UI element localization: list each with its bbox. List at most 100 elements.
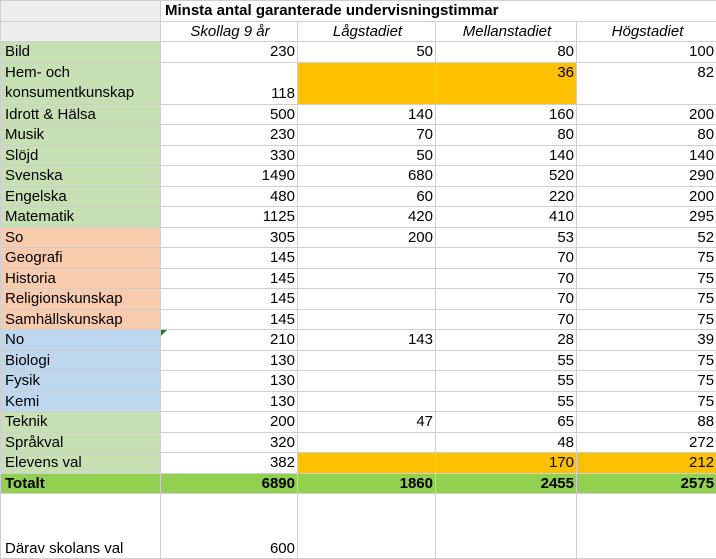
table-cell[interactable]: 75: [577, 371, 716, 392]
table-cell[interactable]: 55: [436, 371, 577, 392]
subject-label[interactable]: Samhällskunskap: [1, 309, 161, 330]
subject-label[interactable]: Elevens val: [1, 453, 161, 474]
table-cell[interactable]: [298, 268, 436, 289]
table-cell[interactable]: 75: [577, 289, 716, 310]
table-cell[interactable]: 80: [436, 125, 577, 146]
table-cell[interactable]: 118: [161, 62, 298, 104]
table-cell[interactable]: 75: [577, 248, 716, 269]
table-cell[interactable]: 140: [298, 104, 436, 125]
table-cell[interactable]: 130: [161, 371, 298, 392]
table-cell[interactable]: 53: [436, 227, 577, 248]
column-header[interactable]: Skollag 9 år: [161, 21, 298, 42]
corner-cell[interactable]: [1, 1, 161, 22]
column-header[interactable]: Mellanstadiet: [436, 21, 577, 42]
table-cell[interactable]: [298, 248, 436, 269]
table-cell[interactable]: 65: [436, 412, 577, 433]
total-cell[interactable]: 1860: [298, 473, 436, 494]
table-cell-highlighted[interactable]: [298, 62, 436, 104]
subject-label[interactable]: Teknik: [1, 412, 161, 433]
table-cell[interactable]: 220: [436, 186, 577, 207]
table-cell[interactable]: 160: [436, 104, 577, 125]
table-cell[interactable]: 39: [577, 330, 716, 351]
table-cell[interactable]: 230: [161, 125, 298, 146]
table-cell[interactable]: 290: [577, 166, 716, 187]
table-cell[interactable]: 420: [298, 207, 436, 228]
table-cell[interactable]: 145: [161, 289, 298, 310]
column-header[interactable]: Lågstadiet: [298, 21, 436, 42]
table-cell[interactable]: 75: [577, 391, 716, 412]
table-cell[interactable]: 50: [298, 42, 436, 63]
table-cell[interactable]: 320: [161, 432, 298, 453]
table-cell[interactable]: [298, 391, 436, 412]
table-cell[interactable]: 75: [577, 350, 716, 371]
table-cell[interactable]: [436, 494, 577, 559]
table-cell[interactable]: 55: [436, 391, 577, 412]
table-cell[interactable]: 520: [436, 166, 577, 187]
table-cell[interactable]: 80: [577, 125, 716, 146]
table-cell[interactable]: 295: [577, 207, 716, 228]
subject-label[interactable]: Slöjd: [1, 145, 161, 166]
table-cell[interactable]: 47: [298, 412, 436, 433]
subject-label[interactable]: Religionskunskap: [1, 289, 161, 310]
table-cell[interactable]: [298, 494, 436, 559]
subject-label[interactable]: Matematik: [1, 207, 161, 228]
table-cell[interactable]: 130: [161, 350, 298, 371]
subject-label[interactable]: Språkval: [1, 432, 161, 453]
table-cell-highlighted[interactable]: 212: [577, 453, 716, 474]
subject-label[interactable]: Geografi: [1, 248, 161, 269]
table-cell[interactable]: 200: [577, 186, 716, 207]
table-cell[interactable]: [298, 432, 436, 453]
table-title[interactable]: Minsta antal garanterade undervisningsti…: [161, 1, 716, 22]
table-cell[interactable]: 680: [298, 166, 436, 187]
table-cell[interactable]: 100: [577, 42, 716, 63]
subject-label[interactable]: Fysik: [1, 371, 161, 392]
table-cell-highlighted[interactable]: 170: [436, 453, 577, 474]
subject-label[interactable]: Historia: [1, 268, 161, 289]
table-cell[interactable]: 70: [436, 289, 577, 310]
table-cell[interactable]: [298, 309, 436, 330]
table-cell[interactable]: 82: [577, 62, 716, 104]
table-cell[interactable]: 48: [436, 432, 577, 453]
subject-label[interactable]: Engelska: [1, 186, 161, 207]
subject-label[interactable]: Musik: [1, 125, 161, 146]
table-cell[interactable]: 382: [161, 453, 298, 474]
table-cell[interactable]: 145: [161, 309, 298, 330]
table-cell-highlighted[interactable]: [298, 453, 436, 474]
table-cell[interactable]: 272: [577, 432, 716, 453]
footer-label[interactable]: Därav skolans val: [1, 494, 161, 559]
subject-label[interactable]: Svenska: [1, 166, 161, 187]
subject-label[interactable]: Bild: [1, 42, 161, 63]
table-cell[interactable]: 200: [298, 227, 436, 248]
subject-label[interactable]: Kemi: [1, 391, 161, 412]
table-cell[interactable]: 75: [577, 268, 716, 289]
table-cell[interactable]: 28: [436, 330, 577, 351]
table-cell[interactable]: 1125: [161, 207, 298, 228]
subject-label[interactable]: Idrott & Hälsa: [1, 104, 161, 125]
subject-label[interactable]: So: [1, 227, 161, 248]
table-cell[interactable]: 145: [161, 248, 298, 269]
table-cell[interactable]: 75: [577, 309, 716, 330]
table-cell[interactable]: 70: [436, 309, 577, 330]
table-cell[interactable]: 70: [298, 125, 436, 146]
table-cell[interactable]: 600: [161, 494, 298, 559]
table-cell[interactable]: [298, 371, 436, 392]
table-cell[interactable]: 210: [161, 330, 298, 351]
table-cell[interactable]: 200: [161, 412, 298, 433]
table-cell[interactable]: 50: [298, 145, 436, 166]
table-cell[interactable]: 200: [577, 104, 716, 125]
total-cell[interactable]: 2455: [436, 473, 577, 494]
table-cell[interactable]: 305: [161, 227, 298, 248]
table-cell[interactable]: [298, 350, 436, 371]
table-cell[interactable]: 140: [577, 145, 716, 166]
column-header[interactable]: Högstadiet: [577, 21, 716, 42]
corner-cell[interactable]: [1, 21, 161, 42]
table-cell[interactable]: 143: [298, 330, 436, 351]
table-cell[interactable]: 1490: [161, 166, 298, 187]
table-cell[interactable]: 52: [577, 227, 716, 248]
table-cell[interactable]: 88: [577, 412, 716, 433]
total-cell[interactable]: 2575: [577, 473, 716, 494]
table-cell[interactable]: 140: [436, 145, 577, 166]
table-cell[interactable]: 70: [436, 268, 577, 289]
table-cell[interactable]: 80: [436, 42, 577, 63]
table-cell[interactable]: [298, 289, 436, 310]
